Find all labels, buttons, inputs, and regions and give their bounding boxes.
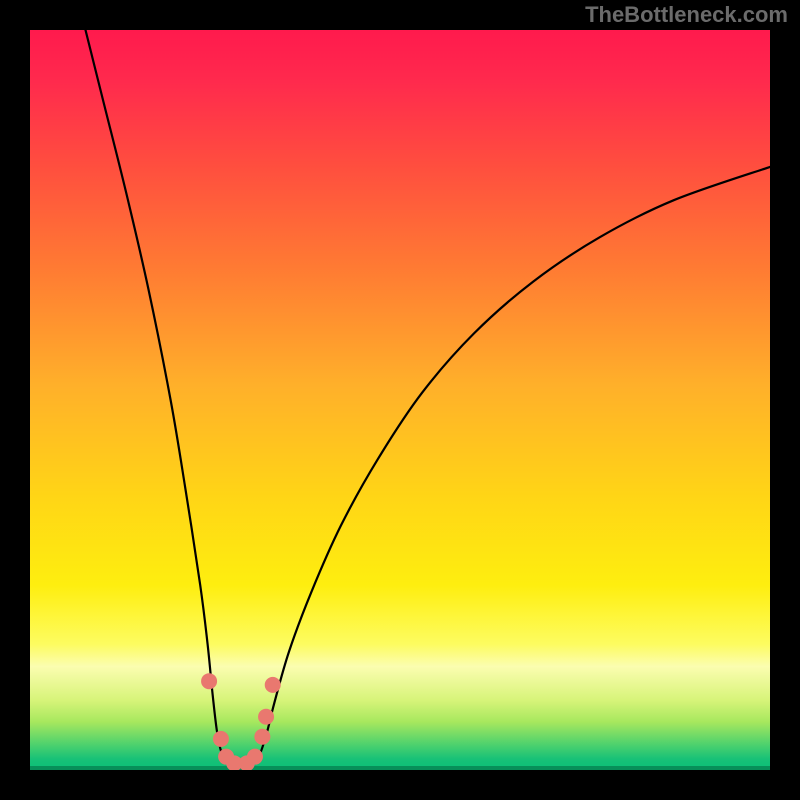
curve-marker (258, 709, 274, 725)
curve-marker (254, 729, 270, 745)
plot-area-gradient (30, 30, 770, 770)
curve-marker (201, 673, 217, 689)
curve-marker (213, 731, 229, 747)
curve-marker (247, 749, 263, 765)
bottleneck-chart-svg (0, 0, 800, 800)
gradient-floor-strip (30, 766, 770, 770)
chart-stage: TheBottleneck.com (0, 0, 800, 800)
curve-marker (265, 677, 281, 693)
